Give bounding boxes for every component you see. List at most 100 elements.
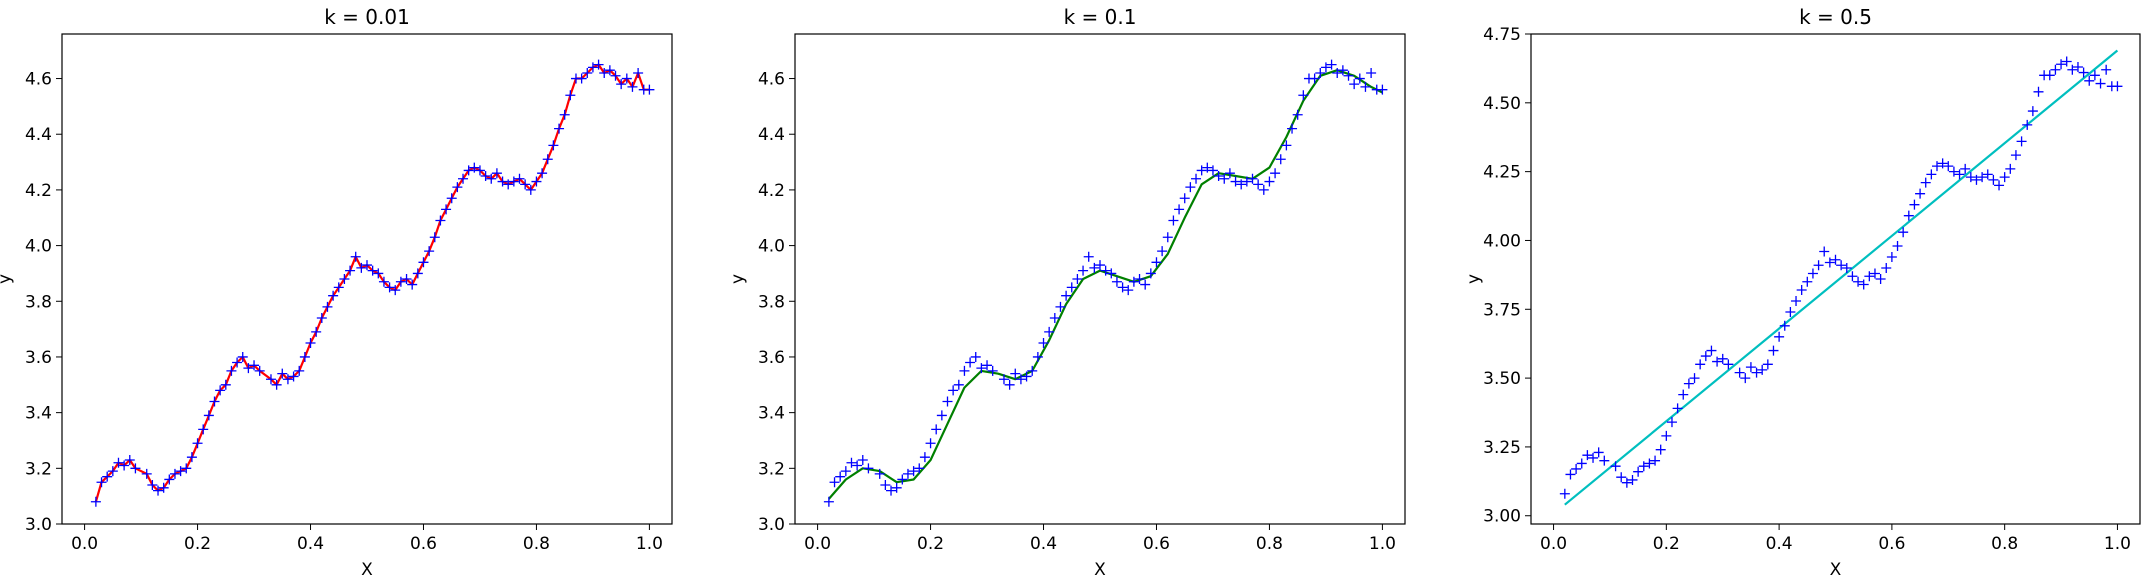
data-point [1202,162,1213,173]
data-point [554,123,565,134]
data-point [1796,285,1807,296]
data-point [970,351,981,362]
data-point [840,466,851,477]
data-point [1044,326,1055,337]
data-point [880,480,891,491]
data-point [897,474,908,485]
data-point [175,466,186,477]
data-point [90,496,101,507]
y-axis-label: y [1464,274,1484,284]
data-point [1824,257,1835,268]
data-point [446,193,457,204]
x-tick-label: 0.2 [184,534,211,554]
data-point [452,182,463,193]
data-point [919,452,930,463]
data-point [288,371,299,382]
data-point [1717,353,1728,364]
data-point [1610,461,1621,472]
data-point [1275,154,1286,165]
y-tick-label: 4.25 [1483,163,1521,183]
data-point [1134,274,1145,284]
data-point [1320,62,1331,73]
data-point [1066,282,1077,293]
y-tick-label: 4.4 [25,125,52,145]
data-point [141,468,152,479]
data-point [424,246,435,257]
data-point [356,262,367,273]
data-point [1360,81,1371,92]
data-point [548,140,559,151]
data-point [407,279,418,290]
data-point [1943,161,1954,172]
y-tick-label: 4.6 [758,70,785,90]
data-point [209,396,220,407]
data-point [1960,163,1971,174]
data-point [147,480,158,491]
data-point [1270,168,1281,179]
data-point [2022,119,2033,130]
data-point [1734,367,1745,378]
data-point [1616,472,1627,483]
data-point [1695,359,1706,370]
data-point [102,471,113,482]
data-point [1779,320,1790,331]
data-point [1830,254,1841,265]
y-tick-label: 3.4 [25,404,52,424]
data-point [1049,312,1060,323]
data-point [469,162,480,173]
data-point [305,338,316,349]
data-point [2056,59,2067,70]
x-tick-label: 0.0 [804,534,831,554]
data-point [559,109,570,120]
data-point [1377,84,1388,95]
x-tick-label: 1.0 [1369,534,1396,554]
data-point [339,274,350,284]
y-tick-label: 3.8 [758,292,785,312]
data-point [1892,240,1903,251]
data-point [226,365,237,376]
data-point [520,179,531,190]
data-point [237,351,248,362]
data-point [1965,172,1976,183]
data-point [1678,389,1689,400]
data-point [1298,90,1309,101]
data-point [1977,172,1988,183]
data-point [931,424,942,435]
y-tick-label: 4.2 [25,181,52,201]
data-point [2016,136,2027,147]
data-point [1588,452,1599,463]
data-point [249,360,260,371]
data-point [576,73,587,84]
data-point [2078,67,2089,78]
x-tick-label: 0.0 [71,534,98,554]
plot-frame [61,33,673,525]
data-point [857,454,868,465]
data-point [1948,166,1959,177]
data-point [1174,204,1185,215]
data-point [593,59,604,70]
data-point [2112,81,2123,92]
data-point [1751,367,1762,378]
data-point [582,67,593,78]
data-point [508,176,519,187]
data-point [1027,365,1038,376]
data-point [1791,296,1802,307]
data-point [107,466,118,477]
data-point [328,290,339,301]
data-point [418,257,429,268]
data-point [497,176,508,187]
x-tick-label: 0.4 [297,534,324,554]
data-point [243,363,254,374]
y-tick-label: 4.4 [758,125,785,145]
data-point [373,268,384,279]
data-point [1909,199,1920,210]
data-point [1576,458,1587,469]
data-point [1258,184,1269,195]
data-point [587,62,598,73]
data-point [1253,179,1264,190]
data-point [1287,123,1298,134]
data-point [976,363,987,374]
data-point [1853,276,1864,287]
data-point [458,173,469,184]
fit-line [828,69,1383,500]
